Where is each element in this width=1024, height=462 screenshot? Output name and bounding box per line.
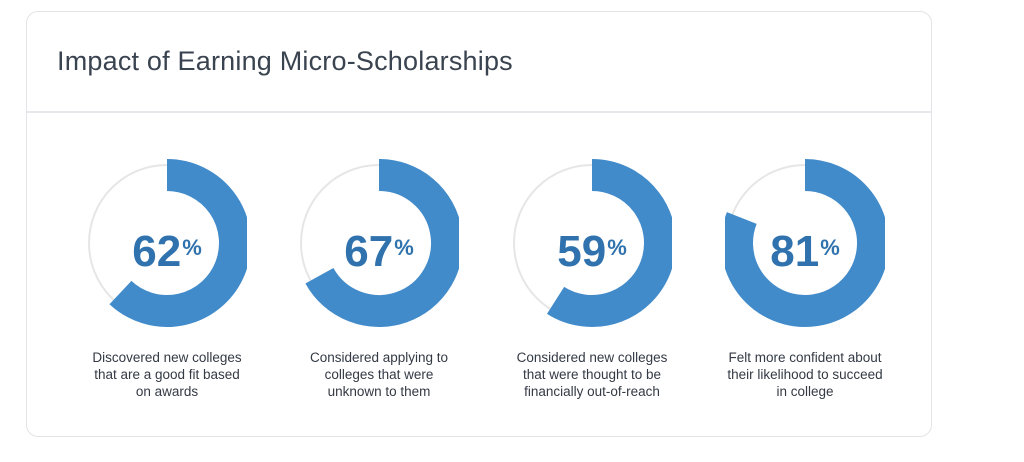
- stat-description-2: Considered applying to colleges that wer…: [273, 349, 485, 400]
- stats-card: Impact of Earning Micro-Scholarships 62%…: [26, 11, 932, 437]
- donut-value-arc: [109, 159, 247, 327]
- stat-description-line: unknown to them: [327, 384, 431, 399]
- donut-chart-3: 59%: [512, 156, 672, 330]
- stat-1: 62% Discovered new colleges that are a g…: [61, 113, 273, 433]
- card-header: Impact of Earning Micro-Scholarships: [27, 12, 931, 113]
- stat-description-line: Discovered new colleges: [92, 350, 242, 365]
- stat-description-4: Felt more confident about their likeliho…: [699, 349, 911, 400]
- stat-value-1: 62%: [132, 227, 202, 276]
- stat-description-3: Considered new colleges that were though…: [486, 349, 698, 400]
- donut-svg: [513, 159, 672, 327]
- stat-description-line: that were thought to be: [522, 367, 662, 382]
- donut-chart-2: 67%: [299, 156, 459, 330]
- stat-description-line: Considered applying to: [309, 350, 449, 365]
- stats-row: 62% Discovered new colleges that are a g…: [27, 113, 931, 433]
- donut-value-arc: [725, 159, 885, 327]
- stat-value-2: 67%: [344, 227, 414, 276]
- stat-value-4: 81%: [770, 227, 840, 276]
- stat-description-line: financially out-of-reach: [524, 384, 660, 399]
- stat-description-line: Considered new colleges: [516, 350, 668, 365]
- donut-svg: [725, 159, 885, 327]
- stat-value-3: 59%: [557, 227, 627, 276]
- stat-description-1: Discovered new colleges that are a good …: [61, 349, 273, 400]
- stat-description-line: in college: [776, 384, 834, 399]
- stat-description-line: that are a good fit based: [94, 367, 240, 382]
- stat-2: 67% Considered applying to colleges that…: [273, 113, 485, 433]
- donut-svg: [300, 159, 459, 327]
- donut-chart-4: 81%: [725, 156, 885, 330]
- donut-value-arc: [547, 159, 672, 327]
- stat-description-line: their likelihood to succeed: [727, 367, 883, 382]
- stat-3: 59% Considered new colleges that were th…: [486, 113, 698, 433]
- card-title: Impact of Earning Micro-Scholarships: [57, 46, 513, 76]
- donut-chart-1: 62%: [87, 156, 247, 330]
- stat-description-line: on awards: [135, 384, 199, 399]
- stat-description-line: colleges that were: [324, 367, 434, 382]
- stat-4: 81% Felt more confident about their like…: [699, 113, 911, 433]
- donut-value-arc: [305, 159, 459, 327]
- stat-description-line: Felt more confident about: [728, 350, 882, 365]
- donut-svg: [88, 159, 247, 327]
